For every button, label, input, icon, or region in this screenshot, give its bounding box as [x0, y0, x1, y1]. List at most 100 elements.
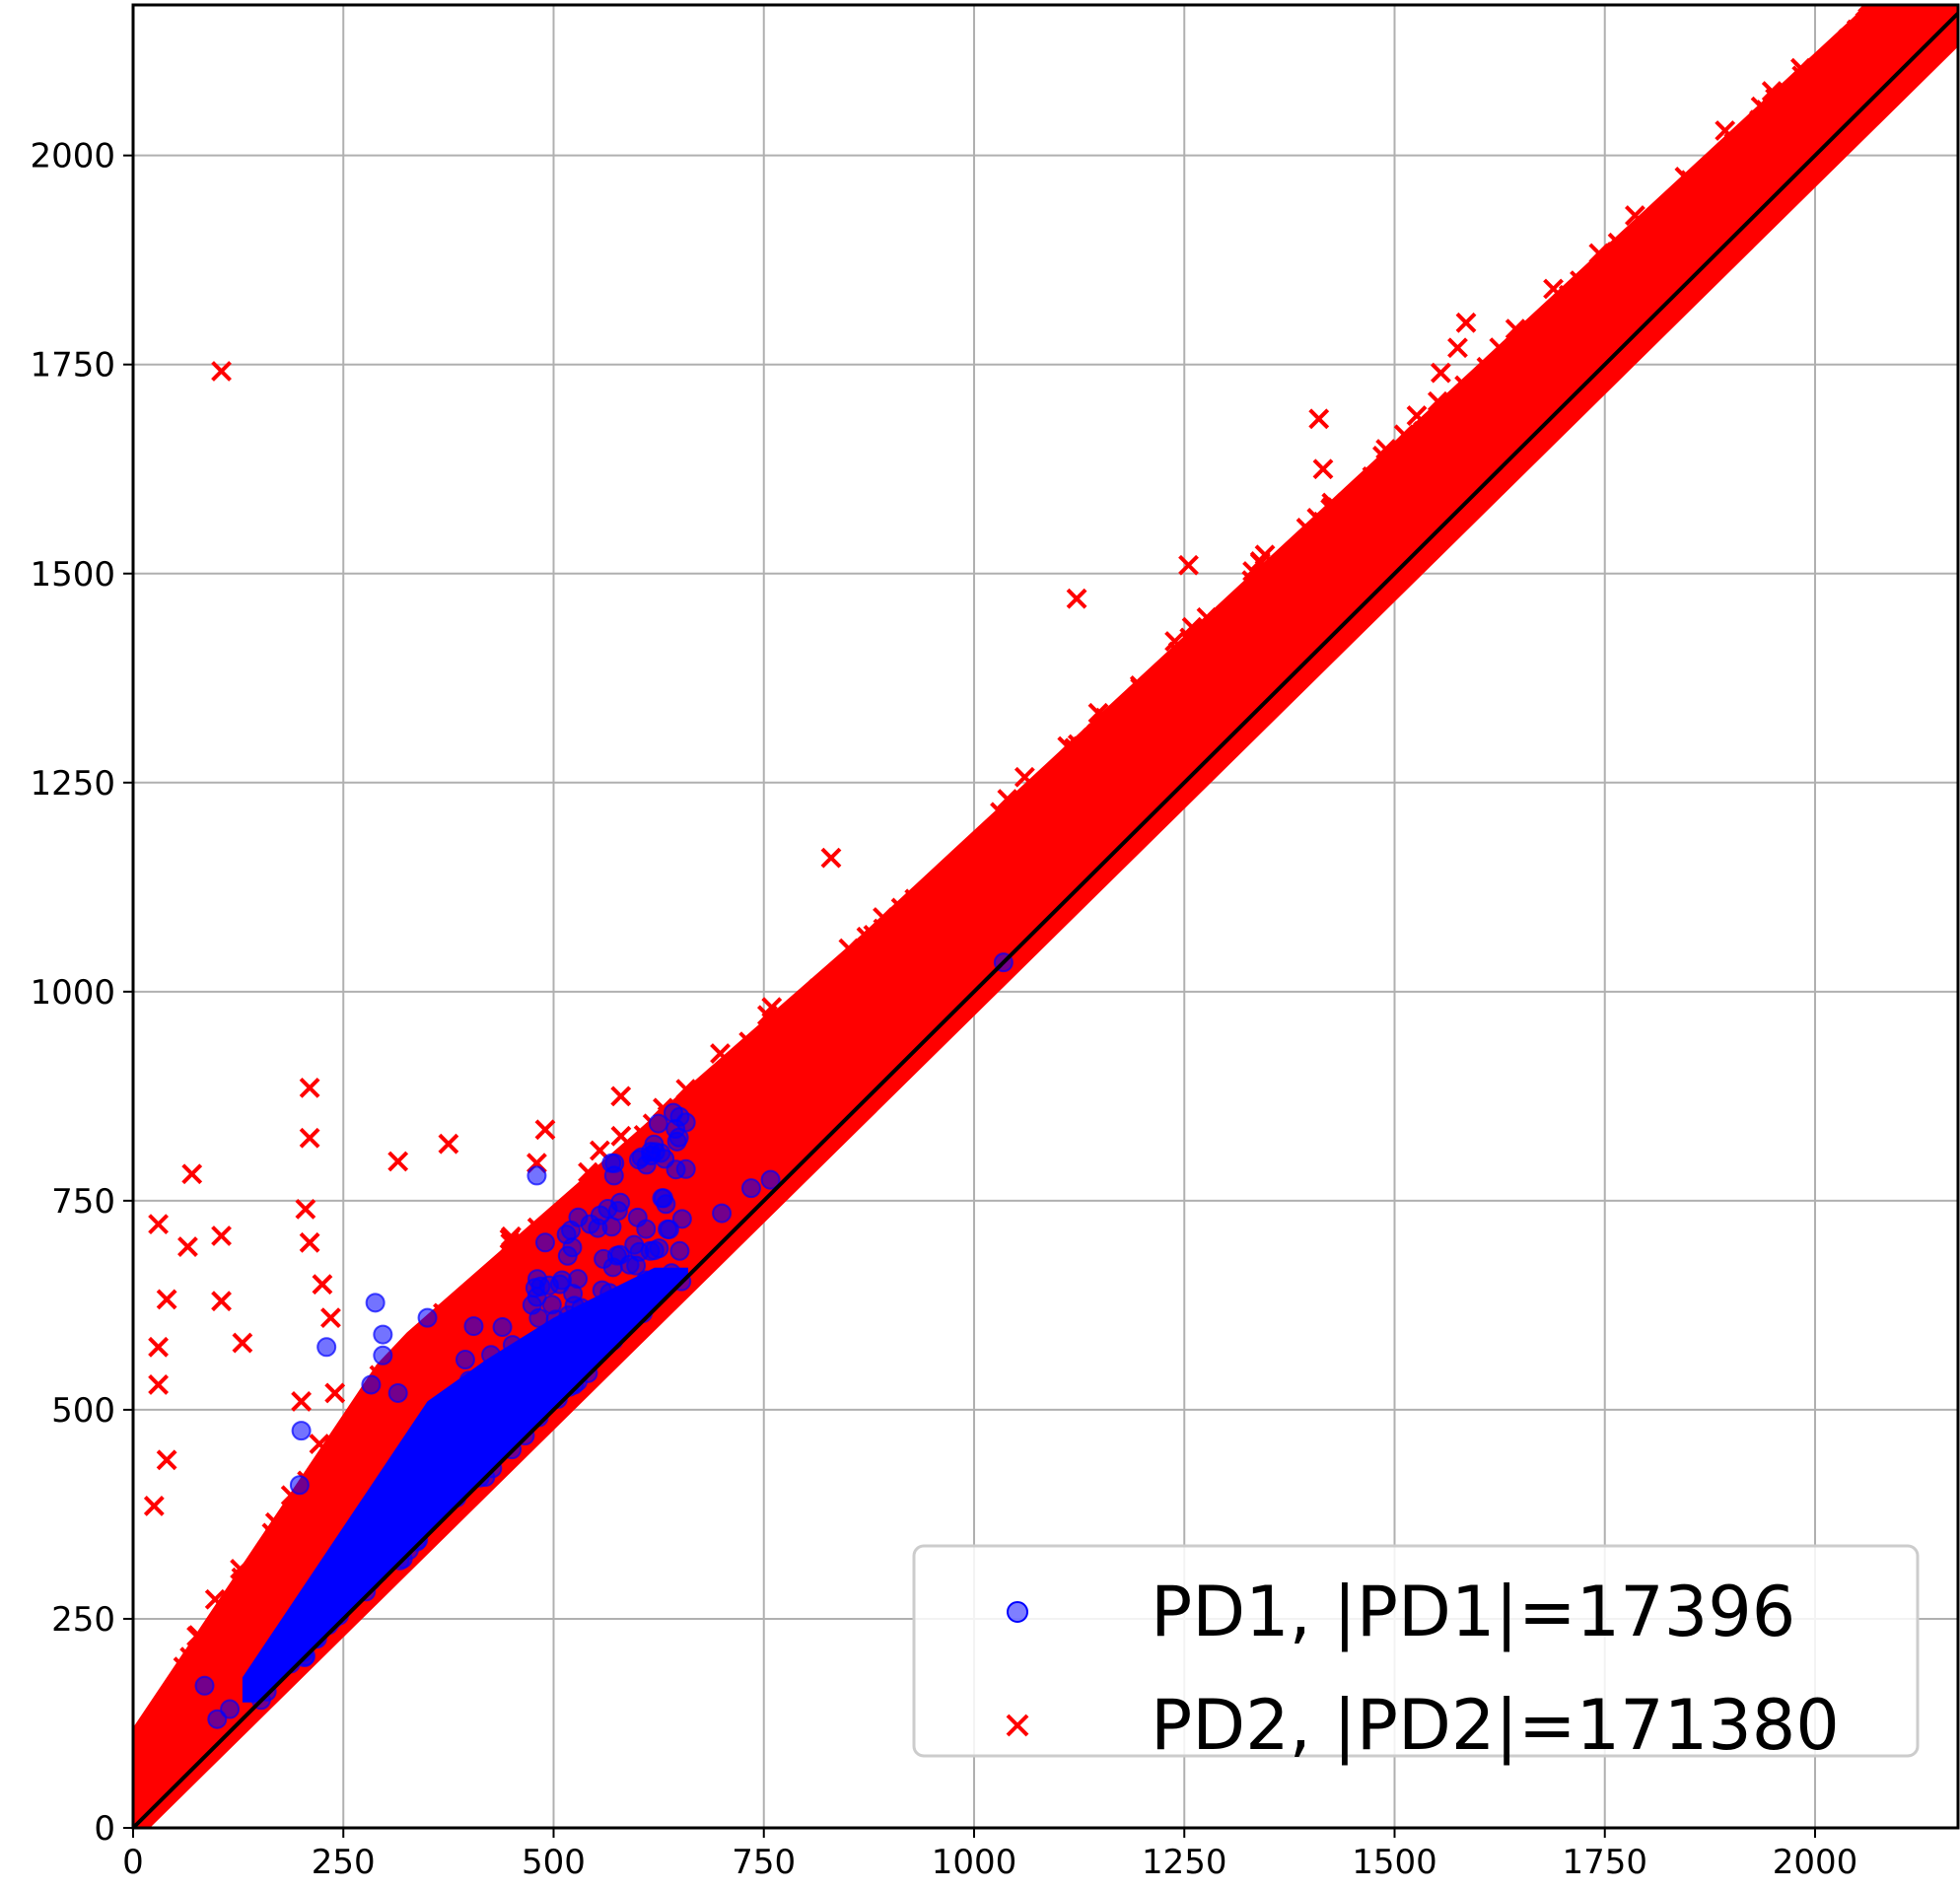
pd1-marker — [552, 1343, 573, 1364]
pd1-marker — [501, 1365, 522, 1386]
pd2-marker — [1038, 790, 1060, 811]
pd2-marker — [941, 998, 962, 1019]
pd2-marker — [1812, 62, 1834, 84]
pd2-marker — [820, 847, 842, 869]
pd1-marker — [665, 1159, 686, 1180]
pd2-marker — [202, 1622, 224, 1644]
pd2-marker — [1423, 492, 1444, 514]
pd2-marker — [955, 931, 976, 952]
x-tick-label: 2000 — [1773, 1843, 1858, 1882]
pd2-marker — [1678, 224, 1700, 245]
pd1-marker — [491, 1432, 512, 1452]
pd1-marker — [562, 1237, 583, 1258]
pd1-marker — [417, 1307, 438, 1328]
pd2-marker — [765, 1098, 787, 1120]
pd1-marker — [522, 1295, 542, 1315]
pd2-marker — [1502, 345, 1523, 367]
pd2-marker — [1181, 679, 1203, 701]
pd2-marker — [148, 1374, 170, 1395]
x-tick-label: 1500 — [1352, 1843, 1437, 1882]
pd2-marker — [1718, 193, 1740, 214]
pd2-marker — [1361, 539, 1382, 561]
pd2-marker — [387, 1151, 409, 1172]
pd2-marker — [997, 789, 1018, 809]
pd1-marker — [464, 1435, 485, 1456]
pd1-marker — [434, 1467, 455, 1488]
pd2-marker — [1295, 604, 1317, 626]
pd1-marker — [455, 1350, 475, 1370]
pd2-marker — [1376, 478, 1398, 500]
pd2-marker — [971, 864, 993, 885]
pd2-marker — [1552, 295, 1574, 316]
pd2-marker — [534, 1119, 556, 1141]
pd2-marker — [1365, 485, 1387, 507]
legend-label-pd1: PD1, |PD1|=17396 — [1151, 1572, 1795, 1652]
pd2-marker — [756, 1005, 778, 1026]
pd2-marker — [808, 1062, 829, 1084]
pd1-marker — [519, 1352, 539, 1372]
pd1-marker — [347, 1557, 368, 1577]
pd2-marker — [1558, 284, 1579, 306]
pd2-marker — [918, 934, 940, 954]
pd2-marker — [391, 1360, 413, 1380]
pd2-marker — [869, 1025, 890, 1047]
pd1-marker — [534, 1232, 555, 1253]
pd2-marker — [1097, 820, 1118, 842]
pd2-marker — [1427, 390, 1448, 412]
pd2-marker — [846, 951, 868, 973]
pd2-marker — [1319, 611, 1341, 633]
pd2-marker — [1489, 337, 1510, 359]
pd2-marker — [1140, 726, 1161, 747]
pd2-marker — [1219, 667, 1240, 689]
pd2-marker — [1299, 533, 1321, 555]
pd2-marker — [1005, 934, 1025, 955]
pd2-marker — [578, 1161, 598, 1183]
pd2-marker — [1725, 134, 1747, 156]
pd1-marker — [535, 1390, 556, 1411]
pd2-marker — [1483, 383, 1505, 404]
pd2-marker — [1027, 842, 1049, 863]
pd2-marker — [299, 1231, 320, 1253]
pd2-marker — [133, 1750, 153, 1772]
pd2-marker — [1843, 45, 1864, 67]
pd2-marker — [1393, 424, 1415, 446]
pd2-marker — [1255, 626, 1277, 648]
pd1-marker — [468, 1420, 489, 1440]
pd2-marker — [1555, 353, 1576, 375]
pd1-marker — [557, 1320, 578, 1341]
pd2-marker — [299, 1077, 320, 1098]
pd1-marker — [526, 1165, 547, 1186]
y-tick-label: 1000 — [30, 973, 115, 1013]
pd1-marker — [662, 1263, 682, 1284]
pd1-marker — [417, 1452, 438, 1473]
pd1-marker — [220, 1699, 241, 1719]
pd2-marker — [236, 1598, 257, 1620]
pd2-marker — [1160, 748, 1182, 770]
pd2-marker — [181, 1163, 203, 1185]
pd2-marker — [1720, 154, 1742, 175]
pd2-marker — [1437, 429, 1459, 451]
pd1-marker — [379, 1519, 399, 1540]
pd2-marker — [248, 1553, 270, 1575]
pd2-marker — [837, 989, 859, 1011]
pd2-marker — [1375, 439, 1397, 459]
pd2-marker — [894, 1015, 916, 1037]
pd2-marker — [1323, 587, 1345, 608]
pd2-marker — [894, 921, 916, 943]
pd2-marker — [1570, 270, 1590, 292]
pd2-marker — [320, 1307, 341, 1329]
pd2-marker — [364, 1415, 385, 1436]
pd2-marker — [894, 1046, 916, 1068]
pd2-marker — [1641, 302, 1662, 323]
pd2-marker — [1776, 145, 1797, 167]
pd2-marker — [173, 1737, 194, 1759]
pd2-marker — [702, 1231, 724, 1253]
y-tick-label: 2000 — [30, 137, 115, 176]
y-tick-label: 1750 — [30, 346, 115, 385]
x-tick-label: 0 — [122, 1843, 144, 1882]
pd2-marker — [1032, 774, 1054, 796]
pd2-marker — [382, 1425, 403, 1446]
pd2-marker — [1499, 445, 1520, 466]
pd2-marker — [1346, 586, 1366, 607]
pd2-marker — [324, 1382, 346, 1404]
